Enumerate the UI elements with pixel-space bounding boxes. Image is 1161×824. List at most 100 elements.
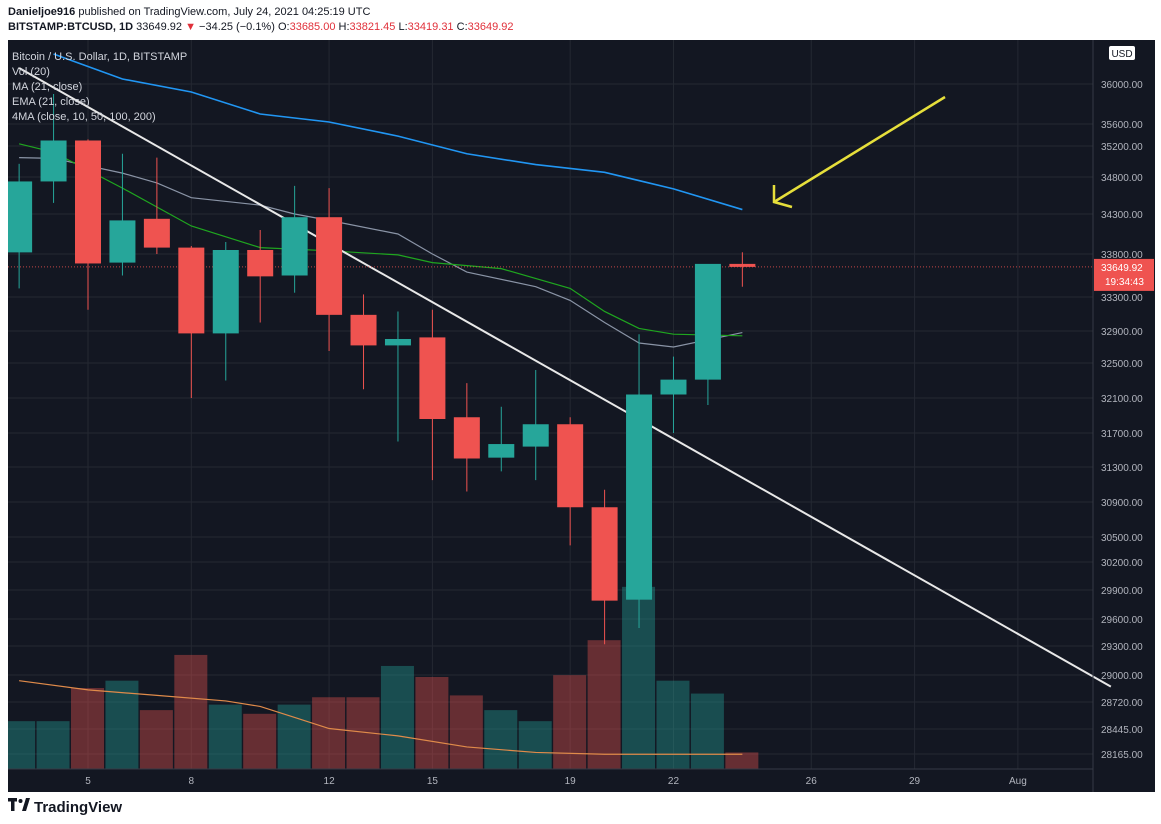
price-tick-label: 30900.00 (1101, 498, 1143, 509)
candle-body (626, 394, 653, 600)
candle-body (75, 140, 101, 264)
volume-bar (587, 640, 621, 769)
candle-body (522, 424, 549, 447)
candle-body (40, 140, 67, 182)
low-value: 33419.31 (407, 21, 454, 33)
publish-header: Danieljoe916 published on TradingView.co… (0, 0, 1161, 38)
indicator-lines (8, 53, 1112, 755)
time-tick-label: 26 (806, 776, 818, 787)
footer: TradingView (0, 792, 1161, 824)
published-text: published on TradingView.com, July 24, 2… (78, 6, 371, 18)
price-tick-label: 31300.00 (1101, 463, 1143, 474)
price-tick-label: 33800.00 (1101, 250, 1143, 261)
time-tick-label: 29 (909, 776, 921, 787)
price-tick-label: 29300.00 (1101, 642, 1143, 653)
price-tick-label: 35200.00 (1101, 142, 1143, 153)
candle-body (419, 337, 446, 419)
axes: 36000.00 35600.00 35200.00 34800.00 34300.00… (8, 40, 1154, 792)
volume-bar (139, 710, 173, 769)
volume-bar (2, 721, 36, 769)
annotation-arrow (773, 95, 946, 204)
candle-body (109, 220, 136, 263)
legend-item-ema[interactable]: EMA (21, close) (12, 96, 90, 108)
price-tick-label: 28165.00 (1101, 750, 1143, 761)
chart-pane[interactable]: 36000.00 35600.00 35200.00 34800.00 34300.00… (2, 40, 1155, 792)
ema21-line (18, 143, 743, 337)
price-tick-label: 32500.00 (1101, 359, 1143, 370)
candle-body (281, 217, 308, 276)
price-tick-label: 34800.00 (1101, 173, 1143, 184)
volume-bar (312, 697, 346, 769)
volume-bar (36, 721, 70, 769)
low-label: L: (398, 21, 408, 33)
volume-bar (243, 713, 277, 769)
annotation-arrowhead (772, 185, 793, 209)
price-tick-label: 31700.00 (1101, 429, 1143, 440)
ma21-line (19, 157, 743, 348)
candle-body (591, 507, 618, 601)
candle-body (6, 181, 33, 253)
legend-item-vol[interactable]: Vol (20) (12, 66, 50, 78)
price-tick-label: 29000.00 (1101, 671, 1143, 682)
volume-bar (553, 675, 587, 769)
trendline (18, 67, 1112, 688)
author-name[interactable]: Danieljoe916 (8, 6, 76, 18)
legend-title[interactable]: Bitcoin / U.S. Dollar, 1D, BITSTAMP (12, 51, 187, 63)
volume-bar (208, 704, 242, 769)
high-label: H: (338, 21, 350, 33)
time-tick-label: Aug (1009, 776, 1027, 787)
publish-info: Danieljoe916 published on TradingView.co… (8, 6, 370, 18)
currency-label: USD (1111, 49, 1132, 60)
candle-body (247, 250, 274, 277)
price-tick-label: 33300.00 (1101, 293, 1143, 304)
price-tick-label: 36000.00 (1101, 80, 1143, 91)
grid-lines (8, 40, 1093, 769)
price-tick-label: 34300.00 (1101, 210, 1143, 221)
price-tick-label: 30200.00 (1101, 558, 1143, 569)
volume-bar (725, 752, 759, 769)
candle-body (557, 424, 584, 508)
symbol-line: BITSTAMP:BTCUSD, 1D 33649.92 ▼ −34.25 (−… (8, 21, 514, 33)
candle-body (729, 263, 756, 267)
legend-item-4ma[interactable]: 4MA (close, 10, 50, 100, 200) (12, 111, 156, 123)
high-value: 33821.45 (349, 21, 396, 33)
tradingview-logo[interactable]: TradingView (8, 798, 122, 816)
candle-body (694, 263, 721, 380)
candle-body (143, 218, 170, 248)
volume-bar (277, 704, 311, 769)
volume-ma-line (19, 680, 743, 755)
candle-body (384, 339, 411, 346)
legend-item-ma[interactable]: MA (21, close) (12, 81, 82, 93)
volume-bar (71, 688, 104, 769)
candle-body (212, 250, 239, 334)
time-tick-label: 5 (85, 776, 91, 787)
volume-bars (2, 586, 759, 769)
volume-bar (415, 677, 449, 769)
candle-body (178, 247, 205, 334)
price-change: −34.25 (−0.1%) (199, 21, 275, 33)
countdown-label: 19:34:43 (1105, 277, 1144, 288)
price-tick-label: 28720.00 (1101, 698, 1143, 709)
candle-body (660, 379, 687, 395)
time-tick-label: 19 (565, 776, 577, 787)
price-tick-label: 35600.00 (1101, 120, 1143, 131)
price-tick-label: 32100.00 (1101, 394, 1143, 405)
tradingview-logo-icon (8, 798, 30, 816)
last-price-box (1094, 258, 1154, 291)
symbol-name: BITSTAMP:BTCUSD, 1D (8, 21, 134, 33)
last-price-label: 33649.92 (1101, 263, 1143, 274)
last-price: 33649.92 (136, 21, 183, 33)
candle-body (488, 444, 515, 458)
volume-bar (174, 654, 208, 769)
close-value: 33649.92 (467, 21, 514, 33)
price-tick-label: 32900.00 (1101, 327, 1143, 338)
change-arrow-icon: ▼ (185, 21, 196, 33)
open-label: O: (277, 21, 290, 33)
close-label: C: (456, 21, 468, 33)
candle-body (350, 314, 377, 346)
price-tick-label: 29900.00 (1101, 586, 1143, 597)
candles (6, 94, 756, 645)
price-chart[interactable]: 36000.00 35600.00 35200.00 34800.00 34300.00… (2, 40, 1155, 792)
open-value: 33685.00 (289, 21, 336, 33)
legend: Bitcoin / U.S. Dollar, 1D, BITSTAMP Vol … (12, 51, 187, 123)
